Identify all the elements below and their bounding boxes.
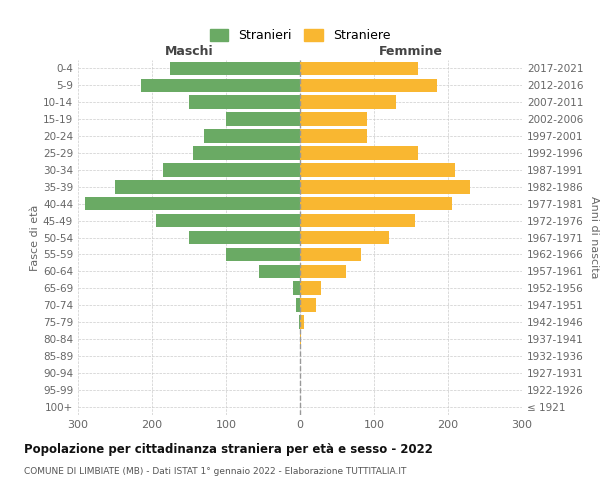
Bar	[204, 130, 300, 143]
Text: Femmine: Femmine	[379, 46, 443, 59]
Bar	[189, 96, 300, 109]
Bar	[300, 130, 367, 143]
Bar	[141, 78, 300, 92]
Bar	[259, 264, 300, 278]
Bar	[300, 197, 452, 210]
Bar	[300, 146, 418, 160]
Y-axis label: Fasce di età: Fasce di età	[30, 204, 40, 270]
Text: Maschi: Maschi	[164, 46, 214, 59]
Bar	[300, 316, 304, 329]
Bar	[300, 112, 367, 126]
Bar	[170, 62, 300, 75]
Bar	[296, 298, 300, 312]
Bar	[299, 316, 300, 329]
Bar	[300, 214, 415, 228]
Legend: Stranieri, Straniere: Stranieri, Straniere	[205, 24, 395, 48]
Bar	[300, 180, 470, 194]
Bar	[85, 197, 300, 210]
Bar	[300, 230, 389, 244]
Bar	[156, 214, 300, 228]
Bar	[300, 282, 321, 295]
Bar	[115, 180, 300, 194]
Bar	[163, 163, 300, 176]
Bar	[193, 146, 300, 160]
Y-axis label: Anni di nascita: Anni di nascita	[589, 196, 599, 279]
Text: COMUNE DI LIMBIATE (MB) - Dati ISTAT 1° gennaio 2022 - Elaborazione TUTTITALIA.I: COMUNE DI LIMBIATE (MB) - Dati ISTAT 1° …	[24, 468, 406, 476]
Bar	[226, 112, 300, 126]
Bar	[189, 230, 300, 244]
Text: Popolazione per cittadinanza straniera per età e sesso - 2022: Popolazione per cittadinanza straniera p…	[24, 442, 433, 456]
Bar	[300, 96, 396, 109]
Bar	[300, 298, 316, 312]
Bar	[300, 248, 361, 261]
Bar	[300, 163, 455, 176]
Bar	[300, 332, 301, 345]
Bar	[293, 282, 300, 295]
Bar	[226, 248, 300, 261]
Bar	[300, 62, 418, 75]
Bar	[300, 264, 346, 278]
Bar	[300, 78, 437, 92]
